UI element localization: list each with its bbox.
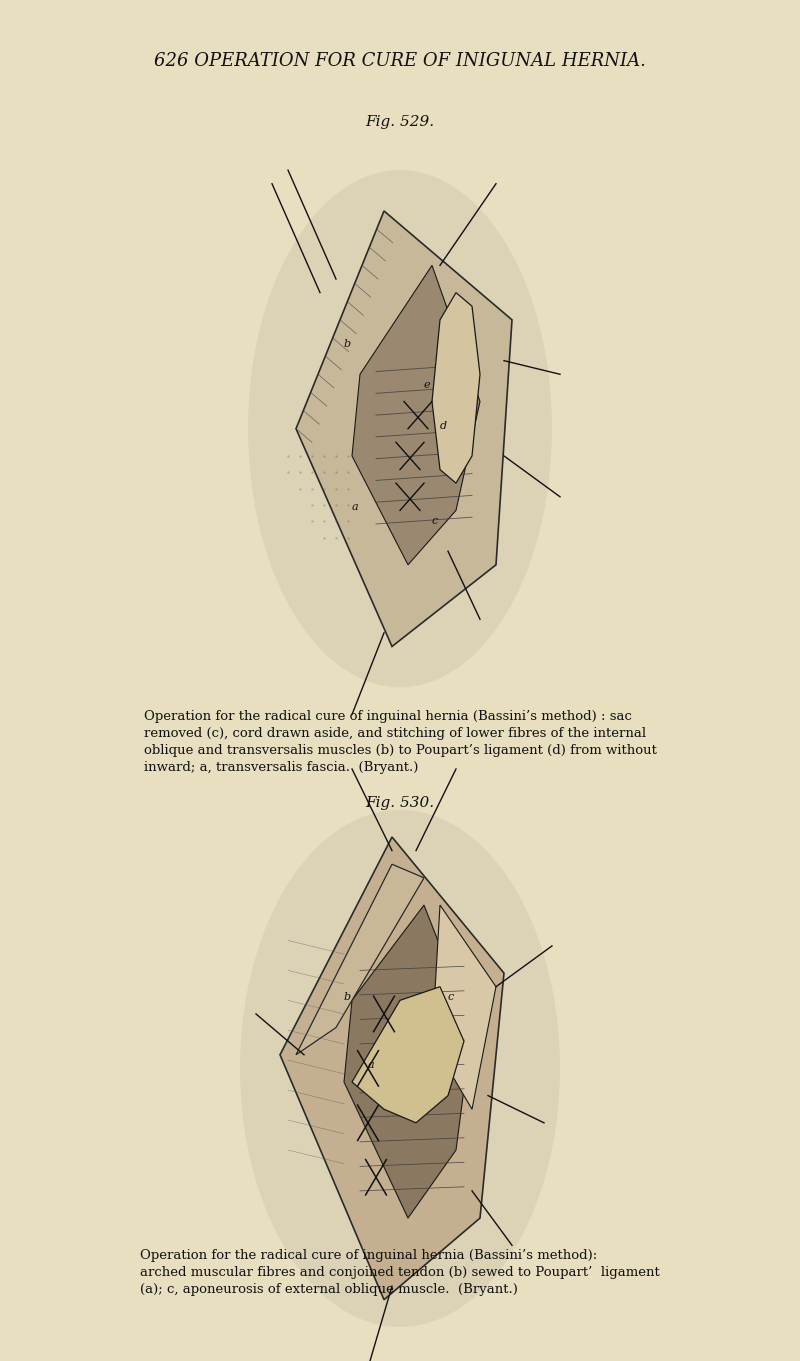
Polygon shape <box>432 905 496 1109</box>
Text: Fig. 529.: Fig. 529. <box>366 116 434 129</box>
Text: Operation for the radical cure of inguinal hernia (Bassini’s method):
arched mus: Operation for the radical cure of inguin… <box>140 1249 660 1296</box>
Ellipse shape <box>240 810 560 1327</box>
Ellipse shape <box>248 170 552 687</box>
Polygon shape <box>352 265 480 565</box>
Polygon shape <box>296 211 512 646</box>
Text: Operation for the radical cure of inguinal hernia (Bassini’s method) : sac
remov: Operation for the radical cure of inguin… <box>143 709 657 774</box>
Polygon shape <box>352 987 464 1123</box>
Text: d: d <box>440 421 447 430</box>
Text: a: a <box>352 502 358 512</box>
Polygon shape <box>280 837 504 1300</box>
Polygon shape <box>432 293 480 483</box>
Text: b: b <box>344 339 351 348</box>
Text: 626 OPERATION FOR CURE OF INIGUNAL HERNIA.: 626 OPERATION FOR CURE OF INIGUNAL HERNI… <box>154 52 646 71</box>
Polygon shape <box>296 864 424 1055</box>
Text: c: c <box>448 992 454 1002</box>
Text: Fig. 530.: Fig. 530. <box>366 796 434 810</box>
Text: e: e <box>424 380 430 389</box>
Text: a: a <box>368 1060 374 1070</box>
Polygon shape <box>344 905 472 1218</box>
Text: b: b <box>344 992 351 1002</box>
Text: c: c <box>432 516 438 525</box>
